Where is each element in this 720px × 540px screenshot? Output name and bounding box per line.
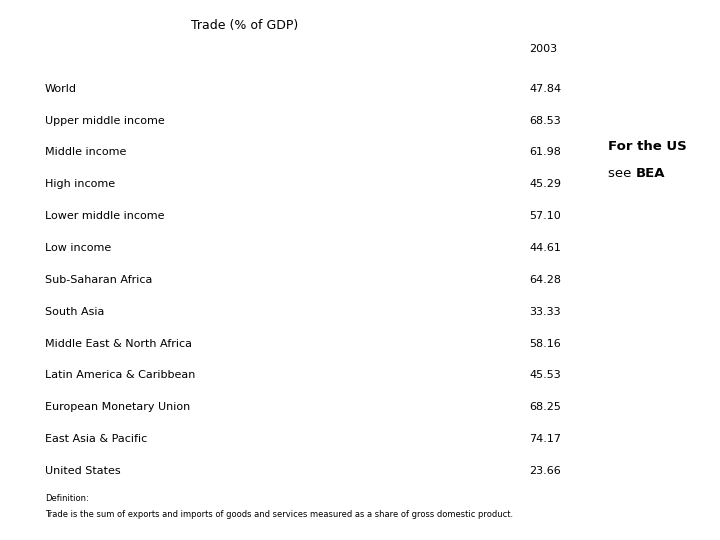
Text: 68.25: 68.25: [529, 402, 561, 413]
Text: 2003: 2003: [529, 44, 557, 55]
Text: South Asia: South Asia: [45, 307, 104, 317]
Text: Upper middle income: Upper middle income: [45, 116, 164, 126]
Text: 45.29: 45.29: [529, 179, 561, 190]
Text: 74.17: 74.17: [529, 434, 561, 444]
Text: Middle East & North Africa: Middle East & North Africa: [45, 339, 192, 349]
Text: High income: High income: [45, 179, 114, 190]
Text: United States: United States: [45, 466, 120, 476]
Text: 58.16: 58.16: [529, 339, 561, 349]
Text: Sub-Saharan Africa: Sub-Saharan Africa: [45, 275, 152, 285]
Text: Latin America & Caribbean: Latin America & Caribbean: [45, 370, 195, 381]
Text: see: see: [608, 167, 636, 180]
Text: Lower middle income: Lower middle income: [45, 211, 164, 221]
Text: 45.53: 45.53: [529, 370, 561, 381]
Text: European Monetary Union: European Monetary Union: [45, 402, 190, 413]
Text: Low income: Low income: [45, 243, 111, 253]
Text: 44.61: 44.61: [529, 243, 561, 253]
Text: 23.66: 23.66: [529, 466, 561, 476]
Text: World: World: [45, 84, 76, 94]
Text: 61.98: 61.98: [529, 147, 561, 158]
Text: Trade is the sum of exports and imports of goods and services measured as a shar: Trade is the sum of exports and imports …: [45, 510, 513, 519]
Text: 33.33: 33.33: [529, 307, 561, 317]
Text: 57.10: 57.10: [529, 211, 561, 221]
Text: BEA: BEA: [636, 167, 665, 180]
Text: 64.28: 64.28: [529, 275, 561, 285]
Text: Trade (% of GDP): Trade (% of GDP): [192, 19, 298, 32]
Text: Definition:: Definition:: [45, 494, 89, 503]
Text: Middle income: Middle income: [45, 147, 126, 158]
Text: For the US: For the US: [608, 140, 687, 153]
Text: 68.53: 68.53: [529, 116, 561, 126]
Text: 47.84: 47.84: [529, 84, 562, 94]
Text: East Asia & Pacific: East Asia & Pacific: [45, 434, 147, 444]
